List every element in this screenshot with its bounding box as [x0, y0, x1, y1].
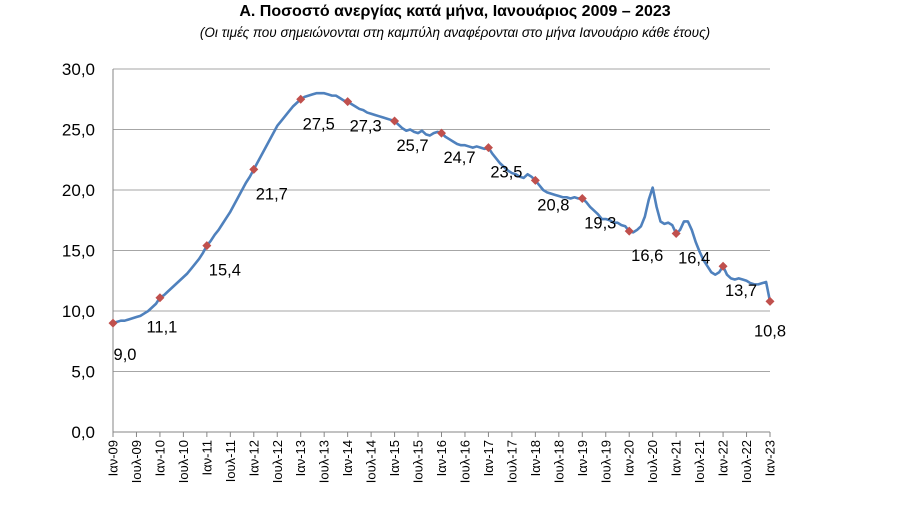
data-label: 20,8 [537, 196, 569, 214]
january-marker [390, 116, 400, 126]
january-marker [718, 261, 728, 271]
series-layer [111, 91, 772, 325]
x-tick-label: Ιαν-18 [528, 440, 543, 476]
x-tick-label: Ιαν-17 [481, 440, 496, 476]
x-tick-label: Ιαν-20 [622, 440, 637, 476]
data-label: 15,4 [209, 262, 241, 280]
y-tick-label: 5,0 [71, 363, 95, 382]
x-tick-label: Ιουλ-11 [223, 440, 238, 482]
january-marker [765, 296, 775, 306]
x-tick-label: Ιουλ-16 [457, 440, 472, 483]
data-label: 27,3 [350, 118, 382, 136]
data-label: 21,7 [256, 185, 288, 203]
january-marker [483, 143, 493, 153]
data-label-layer: 9,0 11,1 15,4 21,7 27,5 27,3 25,7 24,7 23,5 20,8 1… [114, 115, 787, 364]
chart-title: Α. Ποσοστό ανεργίας κατά μήνα, Ιανουάριο… [239, 3, 671, 20]
data-label: 10,8 [754, 322, 786, 340]
data-label: 16,4 [678, 250, 710, 268]
x-tick-label: Ιουλ-12 [270, 440, 285, 483]
january-marker [108, 318, 118, 328]
y-tick-label: 15,0 [62, 242, 95, 261]
x-tick-label: Ιαν-09 [106, 440, 121, 476]
x-tick-label: Ιαν-13 [293, 440, 308, 476]
unemployment-series-line [111, 91, 772, 325]
x-tick-label: Ιουλ-13 [317, 440, 332, 483]
january-marker [296, 94, 306, 104]
x-tick-label: Ιαν-10 [152, 440, 167, 476]
data-label: 23,5 [490, 164, 522, 182]
y-tick-label: 0,0 [71, 423, 95, 442]
january-marker [202, 241, 212, 251]
january-marker [249, 164, 259, 174]
x-tick-label: Ιαν-21 [669, 440, 684, 476]
x-tick-label: Ιουλ-20 [645, 440, 660, 483]
marker-layer [108, 94, 775, 328]
x-axis: Ιαν-09 Ιουλ-09 Ιαν-10 Ιουλ-10 Ιαν-11 Ιουλ-11 Ι… [106, 431, 778, 483]
y-axis: 0,0 5,0 10,0 15,0 20,0 25,0 30,0 [62, 60, 114, 442]
x-tick-label: Ιουλ-17 [504, 440, 519, 483]
y-tick-label: 20,0 [62, 181, 95, 200]
x-tick-label: Ιαν-15 [387, 440, 402, 476]
data-label: 13,7 [725, 282, 757, 300]
y-tick-label: 25,0 [62, 121, 95, 140]
x-tick-label: Ιαν-23 [763, 440, 778, 476]
x-tick-label: Ιαν-11 [199, 440, 214, 475]
x-tick-label: Ιαν-19 [575, 440, 590, 476]
data-label: 25,7 [397, 137, 429, 155]
x-tick-label: Ιαν-16 [434, 440, 449, 476]
data-label: 19,3 [584, 214, 616, 232]
x-tick-label: Ιουλ-18 [551, 440, 566, 483]
x-tick-label: Ιουλ-22 [739, 440, 754, 483]
january-marker [671, 229, 681, 239]
data-label: 27,5 [303, 115, 335, 133]
january-marker [343, 97, 353, 107]
january-marker [624, 226, 634, 236]
x-tick-label: Ιαν-22 [716, 440, 731, 476]
data-label: 16,6 [631, 247, 663, 265]
x-tick-label: Ιουλ-09 [129, 440, 144, 483]
x-tick-label: Ιουλ-14 [364, 440, 379, 483]
x-tick-label: Ιουλ-19 [598, 440, 613, 483]
x-tick-label: Ιουλ-10 [176, 440, 191, 483]
january-marker [437, 128, 446, 138]
y-tick-label: 30,0 [62, 60, 95, 79]
data-label: 24,7 [443, 149, 475, 167]
x-tick-label: Ιουλ-15 [411, 440, 426, 483]
y-tick-label: 10,0 [62, 302, 95, 321]
january-marker [530, 175, 540, 185]
grid-lines [113, 68, 770, 372]
x-tick-label: Ιουλ-21 [692, 440, 707, 483]
january-marker [577, 193, 587, 203]
january-marker [155, 293, 165, 303]
x-tick-label: Ιαν-12 [246, 440, 261, 476]
data-label: 11,1 [146, 319, 177, 337]
x-tick-label: Ιαν-14 [340, 440, 355, 476]
data-label: 9,0 [114, 346, 137, 364]
chart-subtitle: (Οι τιμές που σημειώνονται στη καμπύλη α… [199, 25, 711, 40]
